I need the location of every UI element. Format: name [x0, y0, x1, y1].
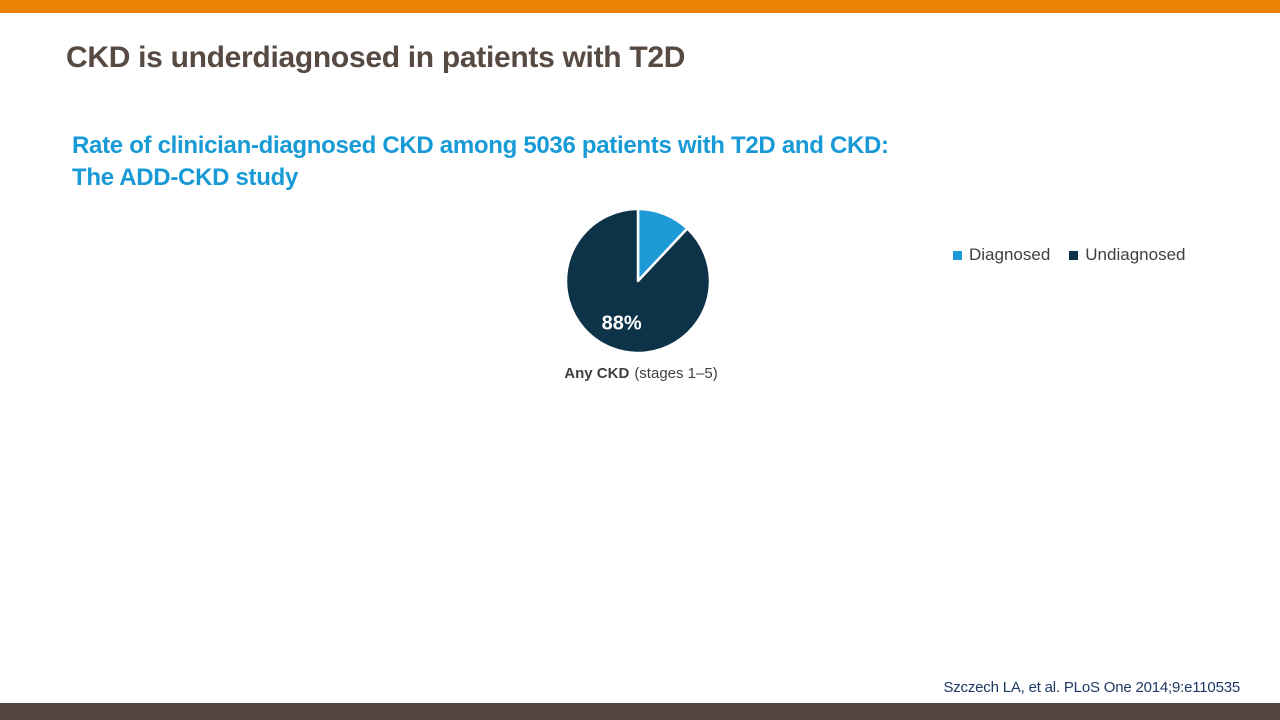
citation: Szczech LA, et al. PLoS One 2014;9:e1105…	[943, 679, 1240, 696]
pie-slice-undiagnosed	[564, 207, 712, 355]
chart-heading: Rate of clinician-diagnosed CKD among 50…	[72, 130, 889, 194]
pie-data-label: 88%	[602, 313, 642, 335]
chart-legend: Diagnosed Undiagnosed	[953, 245, 1185, 265]
pie-caption: Any CKD (stages 1–5)	[441, 365, 841, 382]
chart-heading-line1: Rate of clinician-diagnosed CKD among 50…	[72, 132, 889, 159]
pie-chart: 88%	[558, 201, 718, 361]
legend-swatch-undiagnosed-icon	[1069, 251, 1079, 260]
pie-chart-svg: 88%	[564, 207, 712, 355]
legend-item-diagnosed: Diagnosed	[953, 245, 1050, 265]
legend-label-diagnosed: Diagnosed	[969, 245, 1051, 264]
pie-caption-bold: Any CKD	[564, 365, 630, 382]
bottom-accent-bar	[0, 703, 1280, 720]
pie-caption-detail: (stages 1–5)	[634, 365, 718, 382]
legend-label-undiagnosed: Undiagnosed	[1085, 245, 1186, 264]
legend-swatch-diagnosed-icon	[953, 251, 962, 260]
chart-heading-line2: The ADD-CKD study	[72, 164, 299, 191]
top-accent-bar	[0, 0, 1280, 13]
legend-item-undiagnosed: Undiagnosed	[1069, 245, 1185, 265]
slide-title: CKD is underdiagnosed in patients with T…	[66, 41, 686, 74]
